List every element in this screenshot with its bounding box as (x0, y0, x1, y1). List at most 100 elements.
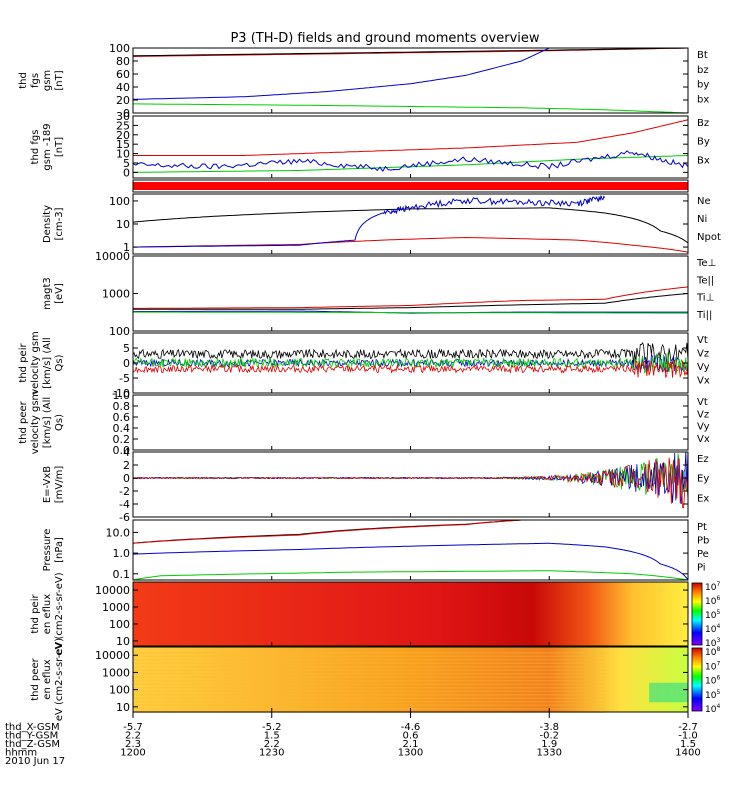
y-tick-label: 0.2 (113, 433, 131, 446)
colorbar-label: 107 (705, 581, 720, 593)
series-line (133, 103, 688, 113)
series-group (133, 195, 688, 253)
series-line (133, 293, 688, 310)
ephemeris-label: thd_X-GSM (5, 722, 60, 733)
y-tick-label: 5 (123, 342, 130, 355)
y-tick-label: 0 (123, 166, 130, 179)
y-tick-label: -6 (119, 511, 130, 524)
y-axis-label-line: Density (42, 205, 53, 243)
panel-frame (132, 519, 689, 581)
y-axis-label-line: thd (18, 72, 29, 89)
legend-entry: Pe (697, 549, 709, 560)
y-axis-label-line: en eflux (42, 659, 53, 699)
spectrogram-band (133, 704, 605, 706)
ephemeris-value: -3.8 (539, 722, 559, 733)
y-tick-label: -5 (119, 372, 130, 385)
y-axis-label-line: Qs) (54, 414, 65, 431)
spectrogram-band (133, 690, 605, 692)
spectrogram (133, 582, 688, 646)
colorbar-label: 105 (705, 609, 720, 621)
y-tick-label: 1.0 (113, 389, 131, 402)
colorbar-exponent: 5 (716, 609, 720, 616)
spectrogram-band (133, 680, 605, 682)
ephemeris-value: 1230 (259, 748, 284, 759)
spectrogram-patch (649, 682, 688, 703)
colorbar-label: 108 (705, 646, 720, 658)
legend-entry: Bz (697, 118, 709, 129)
y-axis-label: Density[cm-3] (42, 205, 65, 243)
y-axis-label-line: E=-VxB (42, 466, 53, 503)
legend-entry: Ti⊥ (696, 293, 714, 304)
spectrogram-band (133, 683, 605, 685)
y-tick-label: -10 (112, 387, 130, 400)
legend-entry: Vz (697, 409, 709, 420)
y-tick-label: 10 (116, 148, 130, 161)
colorbar-exponent: 8 (716, 646, 720, 653)
ephemeris-value: 2.2 (264, 739, 280, 750)
panel-frame (132, 193, 689, 255)
spectrogram-band (133, 652, 605, 654)
spectrogram-band (133, 669, 605, 671)
y-axis-label-line: velocity gsm (30, 331, 41, 395)
colorbar-label: 106 (705, 675, 720, 687)
legend-entry: Vt (697, 335, 708, 346)
colorbar-label: 105 (705, 689, 720, 701)
ephemeris-value: -2.7 (678, 722, 698, 733)
colorbar-label: 104 (705, 703, 720, 715)
series-line (133, 520, 522, 544)
panel-frame (132, 394, 689, 451)
ephemeris-label: thd_Z-GSM (5, 739, 60, 750)
ephemeris-value: -1.0 (678, 731, 698, 742)
legend-entry: Vx (697, 434, 710, 445)
series-group (133, 452, 688, 509)
spectrogram-band (133, 708, 605, 710)
legend-entry: bx (697, 94, 709, 105)
y-tick-label: 80 (116, 55, 130, 68)
spectrogram-band (133, 673, 605, 675)
colorbar-exponent: 6 (716, 595, 720, 602)
plot-title: P3 (TH-D) fields and ground moments over… (230, 31, 539, 46)
series-line (133, 453, 688, 495)
separator-stripe (133, 182, 688, 190)
y-axis-label-line: [km/s] (All (42, 337, 53, 388)
y-axis-label: thd peervelocity gsm[km/s] (AllQs) (18, 391, 65, 455)
y-axis-label: thdfgsgsm[nT] (18, 70, 65, 91)
legend-entry: Vy (697, 362, 710, 373)
series-line (133, 119, 688, 156)
y-tick-label: 30 (116, 110, 130, 123)
y-tick-label: 0 (123, 357, 130, 370)
colorbar-label: 107 (705, 660, 720, 672)
y-tick-label: 1000 (102, 666, 130, 679)
y-tick-label: 2 (123, 459, 130, 472)
colorbar-label: 106 (705, 595, 720, 607)
y-tick-label: 40 (116, 81, 130, 94)
y-tick-label: 20 (116, 94, 130, 107)
legend-entry: Pb (697, 536, 709, 547)
ephemeris-label: hhmm (5, 748, 37, 759)
legend-entry: Pt (697, 522, 707, 533)
series-line (133, 236, 688, 253)
y-tick-label: 1.0 (113, 547, 131, 560)
panel-density: Ne Ni Npot 1 10 100 Density[cm-3] (42, 193, 721, 255)
series-group (133, 342, 688, 378)
y-tick-label: 100 (109, 325, 130, 338)
y-axis-label: thd peirvelocity gsm[km/s] (AllQs) (18, 331, 65, 395)
series-line (133, 48, 550, 100)
y-axis-label-line: velocity gsm (30, 391, 41, 455)
y-tick-label: 1 (123, 241, 130, 254)
spectrogram-band (133, 676, 605, 678)
y-axis-label-line: [nPa] (54, 537, 65, 563)
legend-entry: Ni (697, 214, 707, 225)
y-axis-label: E=-VxB[mV/m] (42, 466, 65, 504)
y-tick-label: 20 (116, 129, 130, 142)
y-tick-label: 10000 (95, 584, 130, 597)
series-line (133, 150, 688, 173)
colorbar-exponent: 6 (716, 675, 720, 682)
series-line (133, 452, 688, 505)
y-tick-label: 100 (109, 684, 130, 697)
y-axis-label-line: thd peir (18, 343, 29, 383)
y-tick-label: 0.6 (113, 411, 131, 424)
